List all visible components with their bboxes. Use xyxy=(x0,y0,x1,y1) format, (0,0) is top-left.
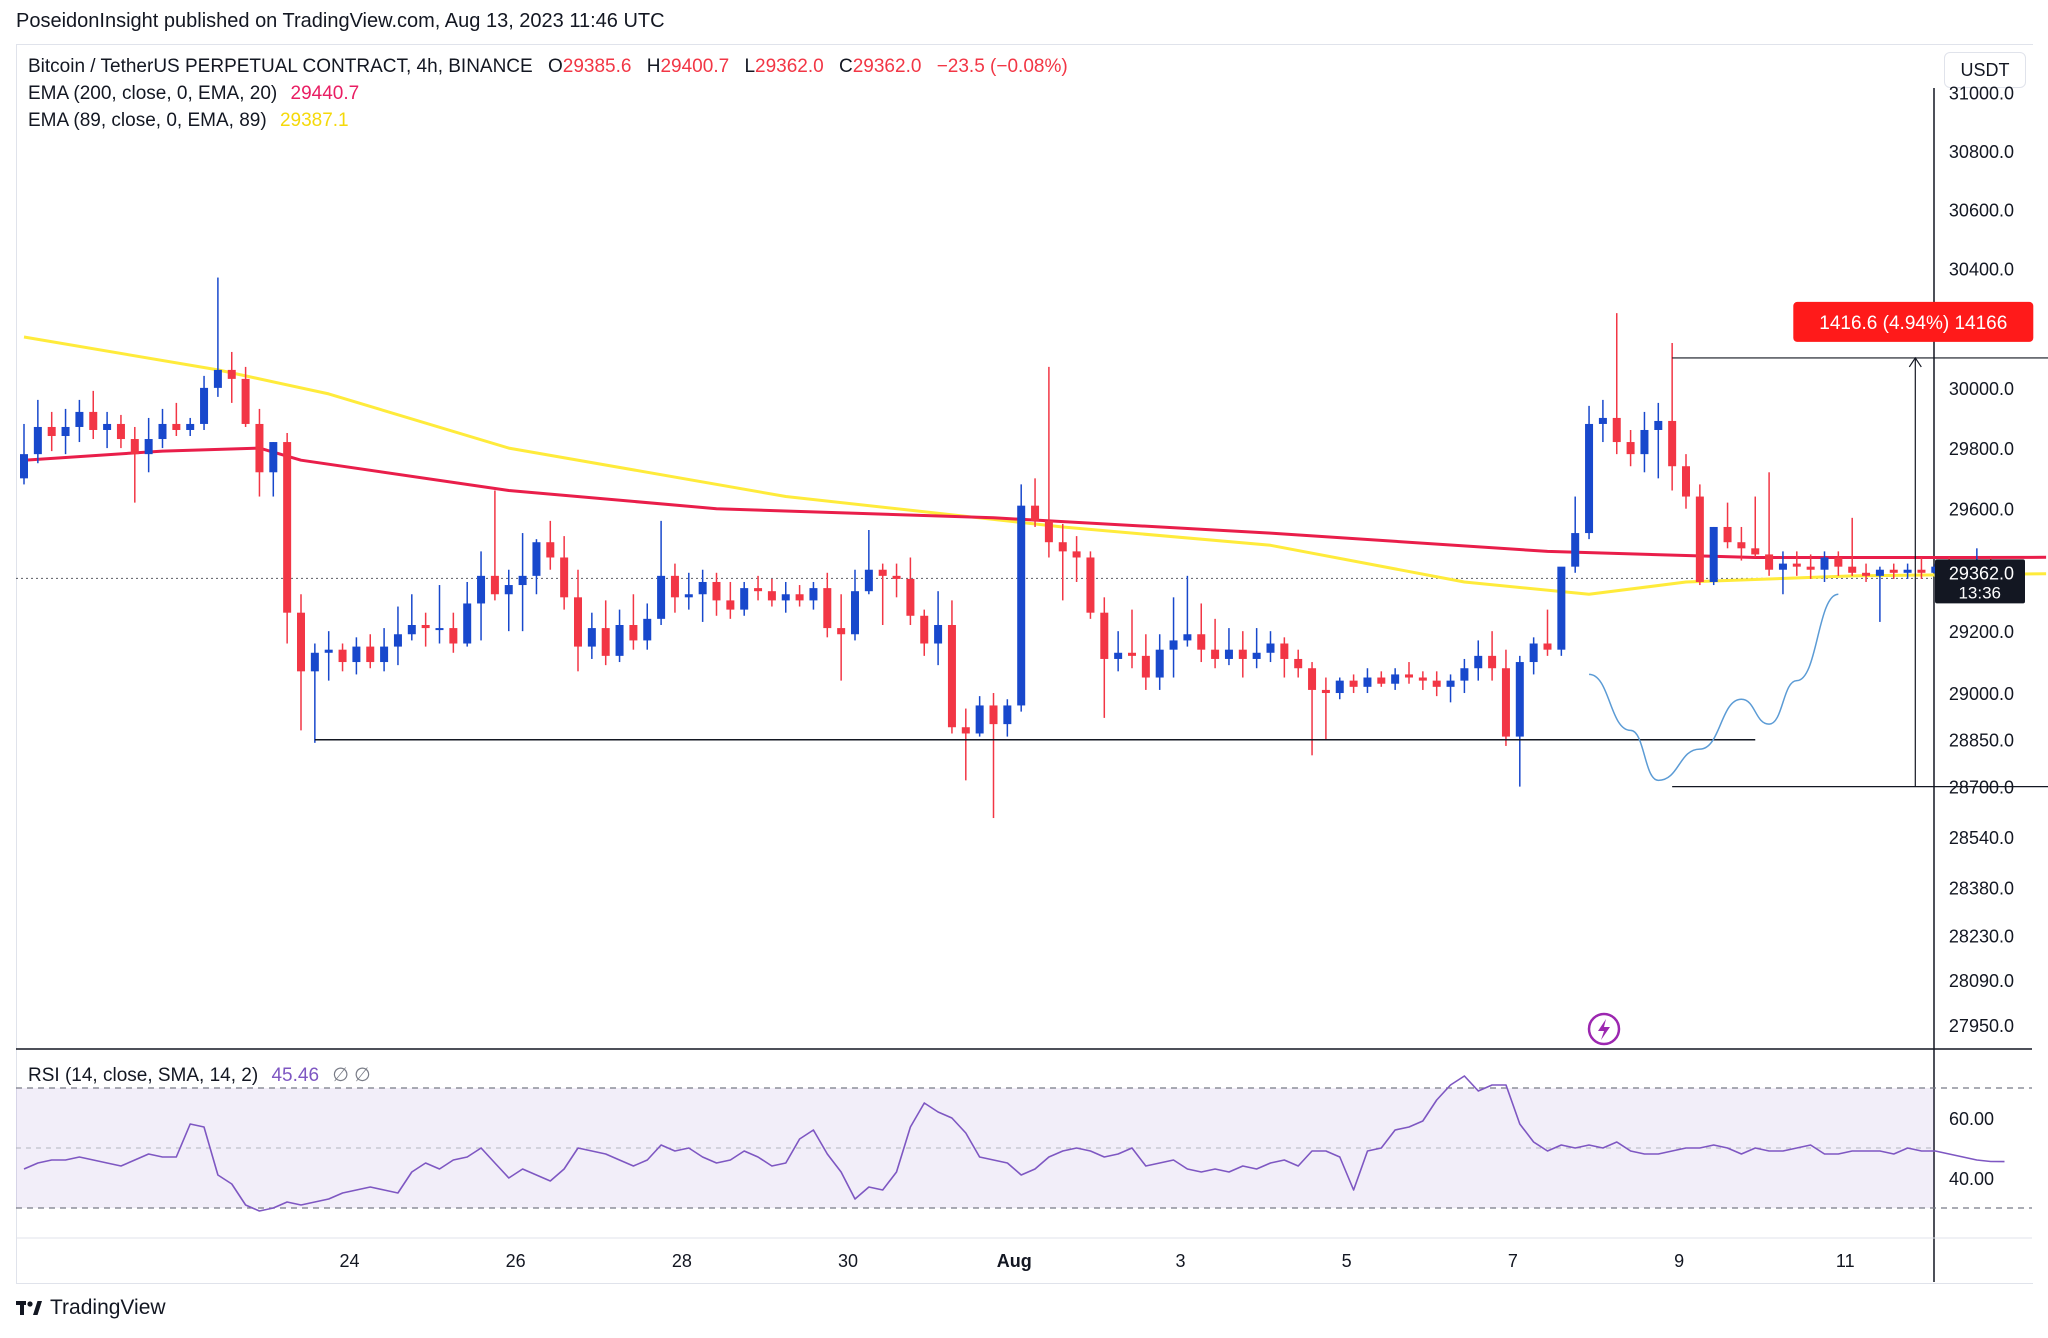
rsi-label[interactable]: RSI (14, close, SMA, 14, 2) xyxy=(28,1065,259,1086)
rsi-legend[interactable]: RSI (14, close, SMA, 14, 2) 45.46 ∅ ∅ xyxy=(28,1064,371,1087)
ema89-legend[interactable]: EMA (89, close, 0, EMA, 89) 29387.1 xyxy=(28,110,349,132)
close-label: C xyxy=(839,56,853,77)
high-value: 29400.7 xyxy=(660,56,730,77)
ema200-value: 29440.7 xyxy=(290,83,360,104)
ema89-value: 29387.1 xyxy=(279,110,349,131)
ema89-label[interactable]: EMA (89, close, 0, EMA, 89) xyxy=(28,110,267,131)
currency-button[interactable]: USDT xyxy=(1944,52,2026,88)
change-value: −23.5 (−0.08%) xyxy=(936,56,1068,77)
published-by-line: PoseidonInsight published on TradingView… xyxy=(16,10,665,32)
low-value: 29362.0 xyxy=(755,56,824,77)
high-label: H xyxy=(646,56,661,77)
low-label: L xyxy=(744,56,756,77)
ema200-label[interactable]: EMA (200, close, 0, EMA, 20) xyxy=(28,83,278,104)
tradingview-logo[interactable]: TradingView xyxy=(16,1296,166,1320)
symbol-name[interactable]: Bitcoin / TetherUS PERPETUAL CONTRACT, 4… xyxy=(28,56,533,77)
tradingview-brand: TradingView xyxy=(50,1296,166,1319)
chart-frame xyxy=(16,44,2033,1284)
rsi-hidden-values: ∅ ∅ xyxy=(332,1065,371,1086)
ema200-legend[interactable]: EMA (200, close, 0, EMA, 20) 29440.7 xyxy=(28,83,359,105)
close-value: 29362.0 xyxy=(852,56,922,77)
symbol-legend[interactable]: Bitcoin / TetherUS PERPETUAL CONTRACT, 4… xyxy=(28,56,1068,78)
rsi-value: 45.46 xyxy=(271,1065,320,1086)
open-value: 29385.6 xyxy=(562,56,632,77)
tradingview-logo-icon xyxy=(16,1301,42,1315)
open-label: O xyxy=(548,56,563,77)
